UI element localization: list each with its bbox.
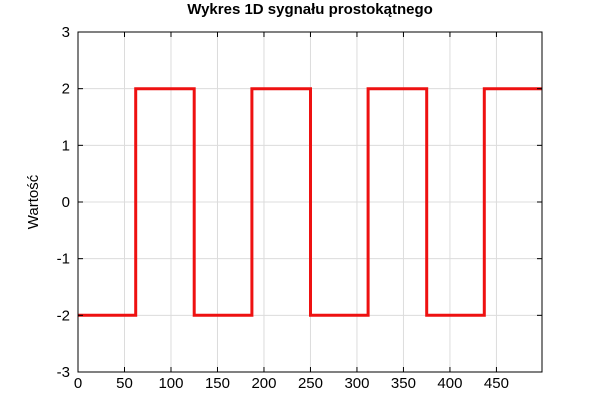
y-tick-label: -2 xyxy=(57,307,70,324)
x-tick-label: 0 xyxy=(74,375,82,392)
chart-title: Wykres 1D sygnału prostokątnego xyxy=(187,1,433,18)
y-axis-label: Wartość xyxy=(25,174,42,229)
y-tick-label: 3 xyxy=(62,24,70,41)
y-tick-label: -3 xyxy=(57,364,70,381)
y-tick-label: -1 xyxy=(57,251,70,268)
x-tick-label: 300 xyxy=(344,375,369,392)
x-tick-label: 200 xyxy=(251,375,276,392)
x-tick-label: 350 xyxy=(391,375,416,392)
axis-ticks: 0 50 100 150 200 250 300 350 400 450 -3 -2 -1 0 1 2 3 xyxy=(57,24,542,392)
y-tick-label: 2 xyxy=(62,81,70,98)
x-tick-label: 100 xyxy=(158,375,183,392)
x-tick-label: 50 xyxy=(116,375,133,392)
x-tick-label: 450 xyxy=(484,375,509,392)
x-tick-label: 250 xyxy=(298,375,323,392)
x-tick-label: 400 xyxy=(437,375,462,392)
x-tick-label: 150 xyxy=(205,375,230,392)
series-line-signal xyxy=(78,87,542,317)
series-layer xyxy=(78,87,542,317)
y-tick-label: 0 xyxy=(62,194,70,211)
y-tick-label: 1 xyxy=(62,137,70,154)
